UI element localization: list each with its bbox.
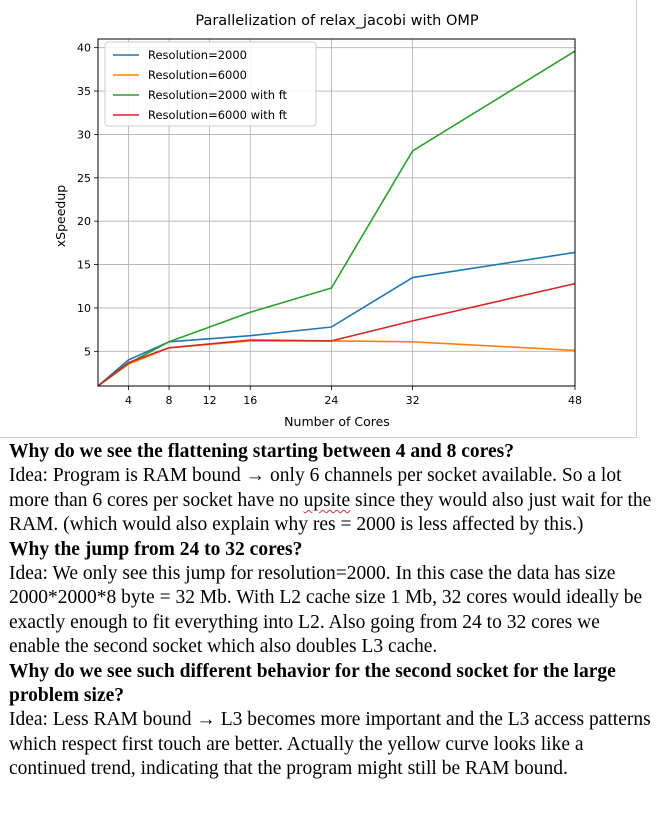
speedup-chart: 12 4 8 16 24 32 48 5 10 15 20 25 30 35 40 Parallelizat… — [0, 0, 637, 438]
answer-second-socket: Idea: Less RAM bound → L3 becomes more i… — [9, 709, 651, 780]
answer-flattening: Idea: Program is RAM bound → only 6 chan… — [9, 464, 655, 537]
x-tick-label: 16 — [243, 394, 257, 407]
y-tick-label: 20 — [77, 215, 91, 228]
analysis-notes: Why do we see the flattening starting be… — [9, 440, 655, 782]
y-tick-label: 15 — [77, 259, 91, 272]
question-flattening: Why do we see the flattening starting be… — [9, 441, 514, 462]
legend-label: Resolution=6000 — [148, 68, 247, 82]
series-lines — [97, 50, 576, 387]
x-tick-label: 24 — [324, 394, 338, 407]
legend-box — [104, 41, 317, 127]
y-axis-label: xSpeedup — [53, 185, 68, 248]
legend-label: Resolution=2000 with ft — [148, 88, 288, 102]
answer-jump: Idea: We only see this jump for resoluti… — [9, 563, 643, 658]
legend-label: Resolution=2000 — [148, 48, 247, 62]
x-tick-label: 32 — [406, 394, 420, 407]
grid — [98, 39, 576, 386]
plot-frame — [97, 38, 576, 387]
x-tick-label: 48 — [568, 394, 582, 407]
legend: Resolution=2000 Resolution=6000 Resolution… — [104, 41, 317, 127]
question-jump: Why the jump from 24 to 32 cores? — [9, 538, 303, 560]
x-tick-label: 12 — [203, 394, 217, 407]
question-second-socket: Why do we see such different behavior fo… — [9, 660, 616, 707]
series-line — [97, 282, 576, 387]
x-tick-label: 4 — [125, 394, 132, 407]
y-tick-label: 30 — [77, 128, 91, 141]
x-tick-label: 8 — [166, 394, 173, 407]
answer-flattening-part2: since they would also just wait for the … — [9, 489, 652, 536]
x-axis-label: Number of Cores — [284, 414, 390, 429]
y-tick-label: 25 — [77, 172, 91, 185]
y-tick-label: 5 — [84, 345, 91, 358]
misspelled-word: upsite — [303, 489, 351, 511]
chart-title: Parallelization of relax_jacobi with OMP — [195, 13, 479, 29]
y-tick-label: 10 — [77, 302, 91, 315]
y-tick-label: 40 — [77, 42, 91, 55]
series-line — [97, 251, 576, 387]
y-tick-label: 35 — [77, 85, 91, 98]
answer-flattening-part1: Idea: Program is RAM bound → only 6 chan… — [9, 465, 622, 511]
legend-label: Resolution=6000 with ft — [148, 108, 288, 122]
